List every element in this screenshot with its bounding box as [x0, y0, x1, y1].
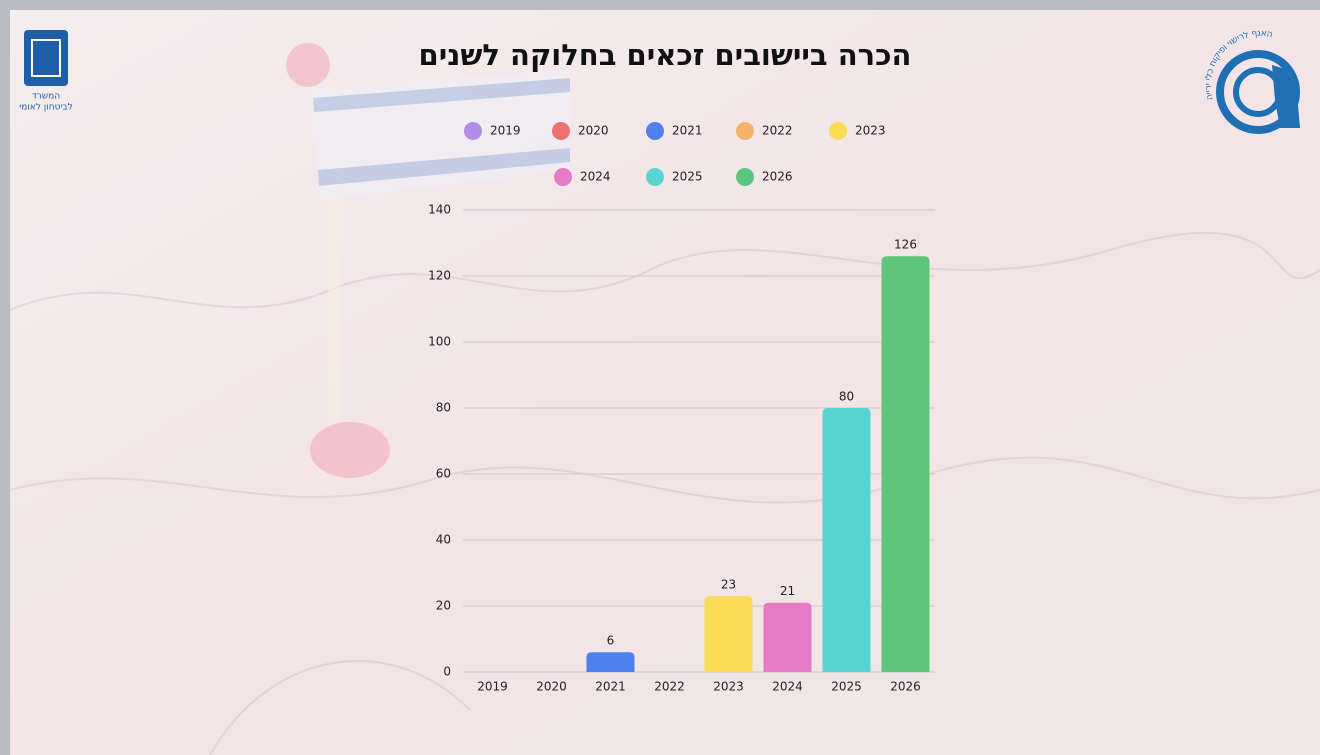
legend-swatch	[554, 168, 572, 186]
legend-swatch	[736, 122, 754, 140]
legend-label: 2021	[672, 124, 703, 138]
bar	[704, 596, 753, 672]
value-label: 21	[780, 584, 795, 598]
x-tick-label: 2019	[477, 680, 508, 694]
x-tick-label: 2024	[772, 680, 803, 694]
flag-decoration	[286, 43, 570, 478]
legend-label: 2024	[580, 170, 611, 184]
x-tick-label: 2023	[713, 680, 744, 694]
y-tick-label: 0	[443, 665, 451, 679]
legend-swatch	[464, 122, 482, 140]
logo-text: המשרד	[32, 92, 60, 102]
logo-text: לביטחון לאומי	[19, 103, 73, 113]
y-tick-label: 60	[436, 467, 451, 481]
map-decoration	[10, 231, 1320, 755]
value-label: 80	[839, 390, 854, 404]
x-tick-label: 2021	[595, 680, 626, 694]
legend-label: 2020	[578, 124, 609, 138]
y-tick-label: 100	[428, 335, 451, 349]
legend-swatch	[646, 122, 664, 140]
background	[10, 10, 1320, 755]
legend-label: 2022	[762, 124, 793, 138]
legend-label: 2026	[762, 170, 793, 184]
chart: המשרד לביטחון לאומי האגף לרישוי ופיקוח כ…	[10, 10, 1320, 755]
legend-label: 2025	[672, 170, 703, 184]
bar	[881, 256, 930, 672]
y-tick-label: 40	[436, 533, 451, 547]
bar	[763, 602, 812, 672]
y-tick-label: 20	[436, 599, 451, 613]
x-tick-label: 2022	[654, 680, 685, 694]
chart-title: הכרה ביישובים זכאים בחלוקה לשנים	[419, 38, 912, 72]
value-label: 23	[721, 578, 736, 592]
value-label: 6	[607, 634, 615, 648]
bar	[822, 408, 871, 672]
legend-swatch	[736, 168, 754, 186]
legend-swatch	[829, 122, 847, 140]
y-tick-label: 120	[428, 269, 451, 283]
value-label: 126	[894, 238, 917, 252]
legend-swatch	[552, 122, 570, 140]
x-tick-label: 2025	[831, 680, 862, 694]
y-tick-label: 80	[436, 401, 451, 415]
legend-swatch	[646, 168, 664, 186]
x-tick-label: 2026	[890, 680, 921, 694]
x-tick-label: 2020	[536, 680, 567, 694]
y-tick-label: 140	[428, 203, 451, 217]
legend-label: 2019	[490, 124, 521, 138]
bar	[586, 652, 635, 672]
legend-label: 2023	[855, 124, 886, 138]
left-logo: המשרד לביטחון לאומי	[19, 30, 73, 113]
